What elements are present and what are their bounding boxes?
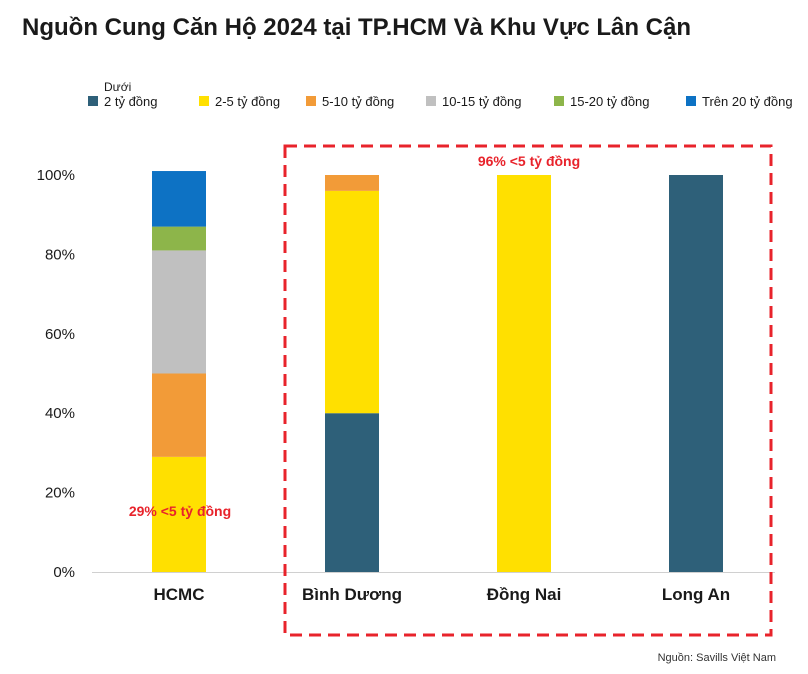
legend-label: 5-10 tỷ đồng xyxy=(322,93,395,109)
highlight-box xyxy=(283,144,773,637)
legend-swatch xyxy=(554,96,564,106)
bar-segment xyxy=(325,413,379,572)
source-note: Nguồn: Savills Việt Nam xyxy=(657,652,776,664)
bar-segment xyxy=(325,175,379,191)
legend-label: 2-5 tỷ đồng xyxy=(215,93,281,109)
x-category-label: Đồng Nai xyxy=(487,585,562,604)
legend-label: 15-20 tỷ đồng xyxy=(570,93,650,109)
legend-item: 2-5 tỷ đồng xyxy=(199,93,280,109)
bar-segment xyxy=(152,171,206,227)
chart-annotation: 29% <5 tỷ đồng xyxy=(129,503,231,519)
legend-item: 15-20 tỷ đồng xyxy=(554,93,650,109)
bar-segment xyxy=(152,456,206,572)
x-category-label: Long An xyxy=(662,585,730,604)
legend-swatch xyxy=(426,96,436,106)
bar-segment xyxy=(497,175,551,572)
legend-swatch xyxy=(306,96,316,106)
bar-segment xyxy=(152,226,206,251)
bar-segment xyxy=(152,373,206,457)
legend-item: 5-10 tỷ đồng xyxy=(306,93,394,109)
x-category-label: Bình Dương xyxy=(302,585,402,604)
legend-swatch xyxy=(686,96,696,106)
y-tick-label: 20% xyxy=(45,485,75,502)
y-tick-label: 80% xyxy=(45,246,75,263)
legend-item: Trên 20 tỷ đồng xyxy=(686,93,793,109)
y-tick-label: 100% xyxy=(37,167,75,184)
bar-segment xyxy=(152,250,206,374)
legend-label: 10-15 tỷ đồng xyxy=(442,93,522,109)
legend-prefix: Dưới xyxy=(104,80,132,94)
y-tick-label: 0% xyxy=(53,564,75,581)
y-tick-label: 40% xyxy=(45,405,75,422)
x-category-label: HCMC xyxy=(154,585,205,604)
legend-label: Trên 20 tỷ đồng xyxy=(702,93,793,109)
legend-label: 2 tỷ đồng xyxy=(104,93,158,109)
bar-segment xyxy=(325,190,379,414)
bar-segment xyxy=(669,175,723,572)
legend-swatch xyxy=(88,96,98,106)
legend-swatch xyxy=(199,96,209,106)
y-tick-label: 60% xyxy=(45,326,75,343)
chart-title: Nguồn Cung Căn Hộ 2024 tại TP.HCM Và Khu… xyxy=(22,14,692,41)
chart-annotation: 96% <5 tỷ đồng xyxy=(478,153,580,169)
legend-item: 2 tỷ đồng xyxy=(88,93,158,109)
legend-item: 10-15 tỷ đồng xyxy=(426,93,522,109)
